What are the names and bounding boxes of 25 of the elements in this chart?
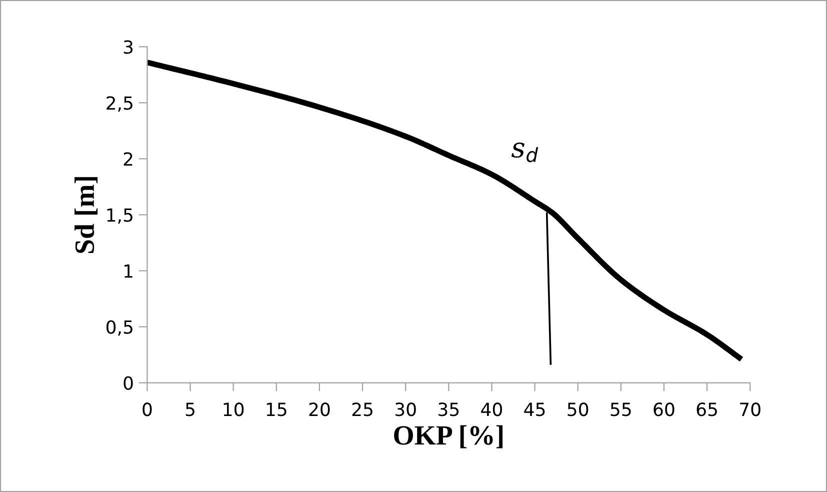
y-tick-label: 1 — [124, 264, 132, 278]
x-tick-label: 55 — [610, 402, 631, 416]
y-tick-label: 2 — [124, 152, 132, 166]
x-tick-label: 50 — [568, 402, 588, 416]
x-tick-label: 0 — [142, 402, 152, 416]
x-tick-label: 5 — [186, 402, 194, 416]
y-axis-title: Sd [m] — [74, 177, 98, 254]
x-tick-label: 25 — [352, 402, 372, 416]
x-tick-label: 70 — [740, 402, 760, 416]
x-tick-label: 60 — [654, 402, 674, 416]
x-tick-label: 35 — [438, 402, 459, 416]
x-tick-label: 30 — [395, 402, 416, 416]
y-tick-label: 0,5 — [106, 320, 132, 336]
x-tick-label: 45 — [524, 402, 545, 416]
x-tick-label: 65 — [696, 402, 717, 416]
y-tick-label: 3 — [124, 40, 133, 54]
y-tick-label: 0 — [124, 376, 133, 390]
x-tick-label: 20 — [309, 402, 330, 416]
series-label: s$_{d}$ — [511, 142, 538, 162]
x-tick-label: 40 — [481, 402, 502, 416]
x-tick-label: 10 — [224, 402, 244, 416]
y-tick-label: 2,5 — [106, 96, 132, 112]
x-tick-label: 15 — [266, 402, 286, 416]
y-tick-label: 1,5 — [107, 208, 132, 224]
x-axis-title: OKP [%] — [394, 425, 503, 448]
